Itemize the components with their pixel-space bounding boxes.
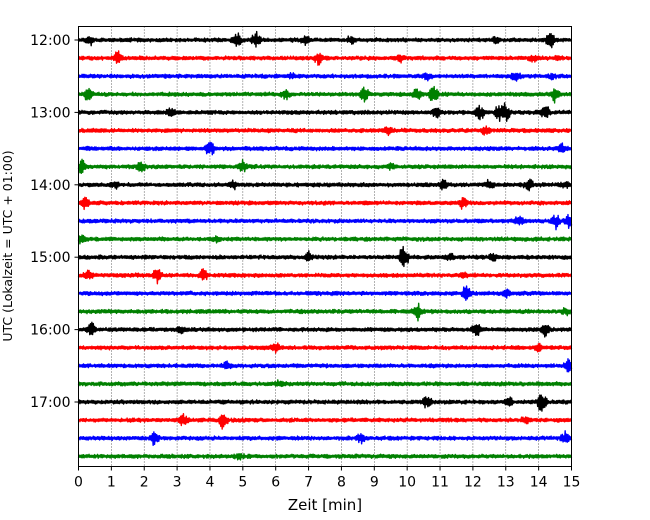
- tick-layer: 0 1 2 3 4 5 6 7 8 9 10 11 12 13 14 1512:0013:0014:0015:…: [30, 33, 580, 491]
- trace-1230: [77, 72, 573, 82]
- x-axis-title: Zeit [min]: [288, 496, 362, 514]
- trace-1530: [77, 285, 573, 301]
- x-tick-label: 1: [107, 475, 116, 491]
- x-tick-label: 0: [74, 475, 83, 491]
- trace-1730: [77, 430, 573, 447]
- trace-1630: [77, 358, 573, 373]
- trace-1200: [77, 30, 573, 49]
- x-tick-label: 13: [497, 475, 515, 491]
- trace-1715: [77, 412, 573, 430]
- x-tick-label: 5: [238, 475, 247, 491]
- trace-1445: [77, 234, 573, 245]
- x-tick-label: 15: [563, 475, 581, 491]
- x-tick-label: 10: [398, 475, 416, 491]
- x-tick-label: 12: [464, 475, 482, 491]
- trace-1245: [77, 85, 573, 104]
- trace-1315: [77, 125, 573, 137]
- y-tick-label: 12:00: [30, 33, 70, 49]
- y-tick-label: 16:00: [30, 323, 70, 339]
- trace-1415: [77, 196, 573, 211]
- trace-1300: [77, 102, 573, 122]
- x-tick-label: 8: [337, 475, 346, 491]
- x-tick-label: 6: [271, 475, 280, 491]
- trace-layer: [77, 30, 573, 461]
- trace-1600: [77, 321, 573, 338]
- x-tick-label: 4: [206, 475, 215, 491]
- y-tick-label: 14:00: [30, 178, 70, 194]
- trace-1400: [77, 178, 573, 192]
- plot-frame: [78, 26, 572, 467]
- x-tick-label: 3: [173, 475, 182, 491]
- x-tick-label: 2: [140, 475, 149, 491]
- y-tick-label: 17:00: [30, 395, 70, 411]
- trace-1215: [77, 50, 573, 66]
- trace-1615: [77, 342, 573, 354]
- x-tick-label: 7: [304, 475, 313, 491]
- trace-1545: [77, 302, 573, 322]
- trace-1500: [77, 245, 573, 268]
- trace-1345: [77, 158, 573, 175]
- trace-1515: [77, 268, 573, 285]
- x-tick-label: 14: [530, 475, 548, 491]
- y-axis-title: UTC (Lokalzeit = UTC + 01:00): [0, 150, 15, 341]
- trace-1645: [77, 379, 573, 388]
- y-tick-label: 15:00: [30, 250, 70, 266]
- x-tick-label: 11: [431, 475, 449, 491]
- x-tick-label: 9: [370, 475, 379, 491]
- trace-1430: [77, 213, 573, 231]
- trace-1700: [77, 394, 573, 412]
- trace-1745: [77, 452, 573, 461]
- trace-1330: [77, 141, 573, 156]
- grid-layer: [111, 26, 539, 467]
- y-tick-label: 13:00: [30, 105, 70, 121]
